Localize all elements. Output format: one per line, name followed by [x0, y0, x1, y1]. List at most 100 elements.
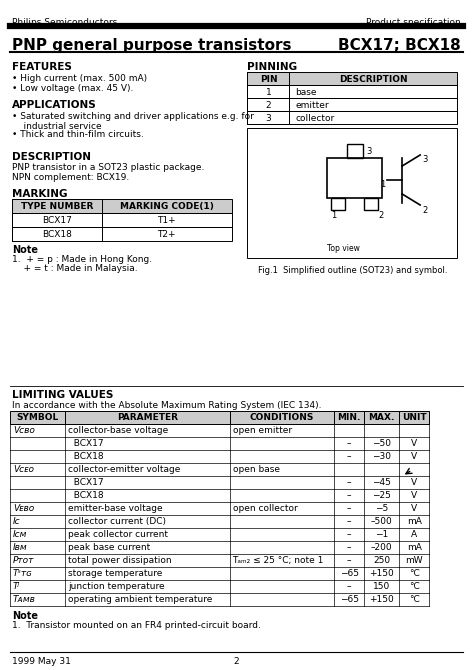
Text: BCX17: BCX17: [68, 439, 103, 448]
Text: collector current (DC): collector current (DC): [68, 517, 166, 526]
Text: junction temperature: junction temperature: [68, 582, 164, 591]
Bar: [247, 85, 457, 98]
Text: 250: 250: [373, 556, 390, 565]
Bar: [10, 411, 429, 424]
Text: • Saturated switching and driver applications e.g. for
    industrial service: • Saturated switching and driver applica…: [12, 112, 254, 131]
Text: DESCRIPTION: DESCRIPTION: [339, 75, 408, 84]
Text: T1+: T1+: [157, 216, 176, 225]
Text: −50: −50: [372, 439, 391, 448]
Text: CONDITIONS: CONDITIONS: [250, 413, 314, 422]
Text: • Low voltage (max. 45 V).: • Low voltage (max. 45 V).: [12, 84, 133, 93]
Bar: [247, 72, 290, 85]
Text: MARKING: MARKING: [12, 189, 67, 199]
Text: 3: 3: [367, 147, 372, 156]
Bar: [347, 144, 363, 158]
Text: °C: °C: [409, 582, 419, 591]
Bar: [12, 213, 231, 227]
Text: +150: +150: [369, 569, 394, 578]
Bar: [12, 213, 102, 227]
Text: V: V: [411, 452, 417, 461]
Text: V: V: [411, 504, 417, 513]
Text: mW: mW: [405, 556, 423, 565]
Text: BCX18: BCX18: [68, 491, 103, 500]
Text: TYPE NUMBER: TYPE NUMBER: [21, 202, 93, 211]
Text: total power dissipation: total power dissipation: [68, 556, 172, 565]
Text: Note: Note: [12, 245, 38, 255]
Text: UNIT: UNIT: [402, 413, 427, 422]
Text: operating ambient temperature: operating ambient temperature: [68, 595, 212, 604]
Bar: [12, 227, 231, 241]
Text: 2: 2: [234, 657, 239, 666]
Bar: [247, 85, 290, 98]
Text: −30: −30: [372, 452, 391, 461]
Bar: [247, 98, 290, 111]
Text: –500: –500: [371, 517, 392, 526]
Text: –: –: [347, 556, 352, 565]
Text: MIN.: MIN.: [337, 413, 361, 422]
Text: BCX18: BCX18: [68, 452, 103, 461]
Text: + = t : Made in Malaysia.: + = t : Made in Malaysia.: [12, 264, 137, 273]
Bar: [247, 98, 457, 111]
Bar: [331, 198, 345, 210]
Text: −1: −1: [375, 530, 388, 539]
Text: PIN: PIN: [260, 75, 277, 84]
Text: 1.  Transistor mounted on an FR4 printed-circuit board.: 1. Transistor mounted on an FR4 printed-…: [12, 621, 261, 630]
Text: Tˢᴛɢ: Tˢᴛɢ: [13, 569, 33, 578]
Text: APPLICATIONS: APPLICATIONS: [12, 100, 97, 110]
Text: –200: –200: [371, 543, 392, 552]
Text: LIMITING VALUES: LIMITING VALUES: [12, 390, 113, 400]
Text: T2+: T2+: [157, 230, 176, 239]
Text: peak base current: peak base current: [68, 543, 150, 552]
Text: • Thick and thin-film circuits.: • Thick and thin-film circuits.: [12, 130, 144, 139]
Text: +150: +150: [369, 595, 394, 604]
Text: open emitter: open emitter: [233, 426, 292, 435]
Text: DESCRIPTION: DESCRIPTION: [12, 152, 91, 162]
Text: BCX17: BCX17: [68, 478, 103, 487]
Bar: [328, 158, 382, 198]
Text: °C: °C: [409, 595, 419, 604]
Text: Philips Semiconductors: Philips Semiconductors: [12, 18, 117, 27]
Text: storage temperature: storage temperature: [68, 569, 162, 578]
Text: Tₐₘ₂ ≤ 25 °C; note 1: Tₐₘ₂ ≤ 25 °C; note 1: [233, 556, 324, 565]
Text: Product specification: Product specification: [366, 18, 461, 27]
Text: • High current (max. 500 mA): • High current (max. 500 mA): [12, 74, 147, 83]
Text: 1999 May 31: 1999 May 31: [12, 657, 71, 666]
Bar: [12, 199, 231, 213]
Text: Tʲ: Tʲ: [13, 582, 20, 591]
Text: 1: 1: [265, 88, 271, 97]
Text: MAX.: MAX.: [368, 413, 395, 422]
Text: –: –: [347, 543, 352, 552]
Text: 1: 1: [380, 180, 385, 189]
Text: open base: open base: [233, 465, 280, 474]
Text: 2: 2: [422, 206, 428, 215]
Text: −25: −25: [372, 491, 391, 500]
Text: emitter: emitter: [295, 101, 329, 110]
Text: −45: −45: [372, 478, 391, 487]
Text: A: A: [411, 530, 417, 539]
Text: −65: −65: [340, 569, 359, 578]
Bar: [247, 111, 290, 124]
Text: −5: −5: [375, 504, 388, 513]
Text: mA: mA: [407, 517, 421, 526]
Text: V: V: [411, 439, 417, 448]
Text: PINNING: PINNING: [247, 62, 298, 72]
Text: –: –: [347, 478, 352, 487]
Text: −65: −65: [340, 595, 359, 604]
Text: 150: 150: [373, 582, 390, 591]
Text: 2: 2: [265, 101, 271, 110]
Text: 3: 3: [422, 155, 428, 164]
Text: SYMBOL: SYMBOL: [16, 413, 59, 422]
Text: 1: 1: [331, 211, 337, 220]
Text: Pᴛᴏᴛ: Pᴛᴏᴛ: [13, 556, 34, 565]
Text: open collector: open collector: [233, 504, 297, 513]
Bar: [247, 128, 457, 258]
Text: PNP general purpose transistors: PNP general purpose transistors: [12, 38, 292, 53]
Text: Vᴄᴇᴏ: Vᴄᴇᴏ: [13, 465, 34, 474]
Text: Iʙᴍ: Iʙᴍ: [13, 543, 27, 552]
Text: emitter-base voltage: emitter-base voltage: [68, 504, 163, 513]
Text: base: base: [295, 88, 317, 97]
Text: Tᴀᴍʙ: Tᴀᴍʙ: [13, 595, 36, 604]
Text: 1.  + = p : Made in Hong Kong.: 1. + = p : Made in Hong Kong.: [12, 255, 152, 264]
Text: collector: collector: [295, 114, 335, 123]
Text: Fig.1  Simplified outline (SOT23) and symbol.: Fig.1 Simplified outline (SOT23) and sym…: [257, 266, 447, 275]
